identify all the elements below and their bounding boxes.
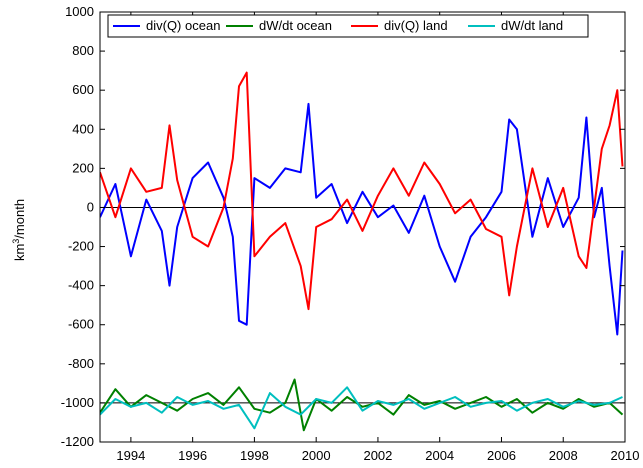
y-tick-label: -1000 [61, 395, 94, 410]
x-tick-label: 1996 [178, 448, 207, 463]
x-tick-label: 2008 [549, 448, 578, 463]
x-tick-label: 2004 [425, 448, 454, 463]
y-tick-label: -1200 [61, 434, 94, 449]
x-tick-label: 1998 [240, 448, 269, 463]
series-line-dw-land [100, 386, 623, 430]
y-axis-title-sup: 3 [11, 239, 21, 244]
y-tick-label: -200 [68, 239, 94, 254]
series-line-div-land [100, 71, 624, 311]
x-tick-label: 2010 [611, 448, 640, 463]
y-tick-label: 800 [72, 43, 94, 58]
legend-label-div-land: div(Q) land [384, 18, 448, 33]
legend-label-dw-ocean: dW/dt ocean [259, 18, 332, 33]
y-tick-label: 1000 [65, 4, 94, 19]
legend: div(Q) ocean dW/dt ocean div(Q) land dW/… [107, 14, 589, 38]
y-tick-label: 0 [87, 199, 94, 214]
plot-area [100, 12, 625, 442]
x-axis: 1994 1996 1998 2000 2002 2004 2006 2008 2010 [116, 12, 639, 463]
legend-box [107, 14, 589, 38]
x-tick-label: 2002 [363, 448, 392, 463]
plot-frame [99, 11, 626, 443]
x-tick-label: 2006 [487, 448, 516, 463]
y-axis-title: km3/month [11, 199, 27, 261]
series-line-div-ocean [100, 102, 624, 336]
y-tick-label: 200 [72, 160, 94, 175]
y-tick-label: 400 [72, 121, 94, 136]
y-tick-label: -800 [68, 356, 94, 371]
x-tick-label: 1994 [116, 448, 145, 463]
legend-label-dw-land: dW/dt land [501, 18, 563, 33]
series-line-dw-ocean [100, 378, 624, 432]
y-axis: -1200 -1000 -800 -600 -400 -200 0 200 400 600 800 1… [61, 4, 625, 449]
series-layer [100, 71, 624, 432]
y-axis-title-rest: /month [12, 199, 27, 239]
y-axis-title-base: km [12, 244, 27, 261]
y-tick-label: -400 [68, 278, 94, 293]
legend-label-div-ocean: div(Q) ocean [146, 18, 220, 33]
y-tick-label: 600 [72, 82, 94, 97]
y-tick-label: -600 [68, 317, 94, 332]
x-tick-label: 2000 [302, 448, 331, 463]
